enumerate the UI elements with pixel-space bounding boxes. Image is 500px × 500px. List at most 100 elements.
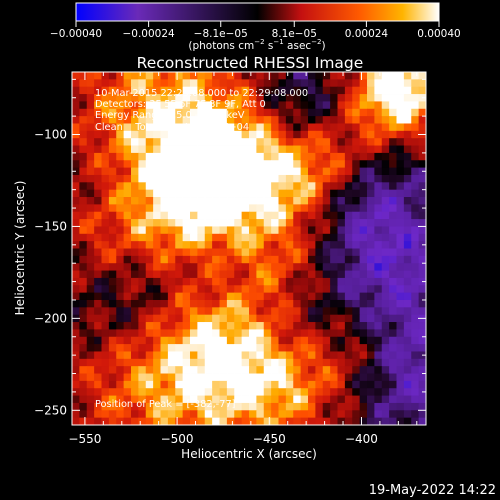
heatmap-cell (300, 358, 309, 367)
heatmap-cell (175, 72, 184, 80)
heatmap-cell (367, 86, 375, 95)
heatmap-cell (226, 241, 235, 249)
heatmap-cell (374, 314, 383, 323)
heatmap-cell (352, 388, 361, 396)
heatmap-cell (367, 395, 375, 404)
heatmap-cell (116, 204, 125, 213)
heatmap-cell (108, 182, 117, 191)
heatmap-cell (344, 322, 353, 330)
heatmap-cell (108, 417, 117, 425)
heatmap-cell (396, 292, 405, 301)
heatmap-cell (293, 72, 302, 80)
heatmap-cell (86, 336, 95, 345)
heatmap-cell (94, 160, 102, 168)
heatmap-cell (131, 417, 139, 425)
heatmap-cell (212, 417, 220, 425)
heatmap-cell (374, 108, 383, 117)
heatmap-cell (101, 248, 110, 257)
heatmap-cell (204, 189, 213, 198)
heatmap-cell (86, 79, 95, 88)
heatmap-cell (226, 395, 235, 404)
heatmap-cell (330, 197, 338, 205)
heatmap-cell (359, 241, 368, 249)
heatmap-cell (256, 86, 265, 95)
heatmap-cell (389, 160, 397, 168)
heatmap-cell (374, 233, 383, 242)
heatmap-cell (263, 270, 272, 279)
heatmap-cell (389, 263, 397, 271)
heatmap-cell (219, 160, 228, 168)
heatmap-cell (182, 270, 191, 279)
heatmap-cell (234, 410, 243, 419)
heatmap-cell (131, 351, 139, 360)
heatmap-cell (204, 322, 213, 330)
heatmap-cell (381, 211, 390, 220)
heatmap-cell (285, 197, 294, 205)
heatmap-cell (116, 322, 125, 330)
heatmap-cell (285, 123, 294, 132)
heatmap-cell (322, 130, 331, 139)
heatmap-cell (167, 86, 176, 95)
heatmap-cell (315, 189, 324, 198)
heatmap-cell (86, 152, 95, 161)
heatmap-cell (72, 366, 80, 374)
heatmap-cell (367, 160, 375, 168)
heatmap-cell (396, 373, 405, 382)
heatmap-cell (79, 380, 88, 389)
heatmap-cell (167, 182, 176, 191)
heatmap-cell (145, 79, 154, 88)
heatmap-cell (374, 189, 383, 198)
heatmap-cell (175, 351, 184, 360)
heatmap-cell (167, 130, 176, 139)
heatmap-cell (359, 263, 368, 271)
heatmap-cell (308, 255, 316, 264)
heatmap-cell (344, 204, 353, 213)
heatmap-cell (167, 402, 176, 411)
heatmap-cell (293, 410, 302, 419)
heatmap-cell (197, 219, 206, 227)
heatmap-cell (153, 255, 161, 264)
heatmap-cell (86, 219, 95, 227)
heatmap-cell (381, 219, 390, 227)
heatmap-cell (374, 197, 383, 205)
heatmap-cell (315, 152, 324, 161)
heatmap-cell (72, 299, 80, 308)
heatmap-cell (315, 373, 324, 382)
heatmap-cell (86, 189, 95, 198)
heatmap-cell (197, 366, 206, 374)
heatmap-cell (234, 174, 243, 183)
heatmap-cell (131, 86, 139, 95)
heatmap-cell (234, 182, 243, 191)
heatmap-cell (352, 322, 361, 330)
heatmap-cell (94, 263, 102, 271)
heatmap-cell (381, 380, 390, 389)
heatmap-cell (285, 277, 294, 286)
heatmap-cell (116, 86, 125, 95)
heatmap-cell (234, 94, 243, 102)
heatmap-cell (352, 116, 361, 124)
heatmap-cell (271, 366, 279, 374)
heatmap-cell (79, 241, 88, 249)
heatmap-cell (300, 351, 309, 360)
heatmap-cell (108, 241, 117, 249)
heatmap-cell (367, 299, 375, 308)
heatmap-cell (256, 299, 265, 308)
heatmap-cell (418, 410, 426, 419)
y-tick-label: −200 (34, 311, 67, 325)
heatmap-cell (271, 395, 279, 404)
heatmap-cell (403, 336, 412, 345)
heatmap-cell (212, 388, 220, 396)
heatmap-cell (79, 351, 88, 360)
heatmap-cell (352, 72, 361, 80)
x-tick-label: −450 (253, 432, 286, 446)
heatmap-cell (285, 167, 294, 176)
heatmap-cell (138, 182, 147, 191)
heatmap-cell (344, 116, 353, 124)
heatmap-cell (344, 189, 353, 198)
heatmap-cell (278, 233, 287, 242)
heatmap-cell (381, 108, 390, 117)
heatmap-cell (285, 380, 294, 389)
heatmap-cell (359, 94, 368, 102)
heatmap-cell (359, 277, 368, 286)
heatmap-cell (249, 116, 257, 124)
